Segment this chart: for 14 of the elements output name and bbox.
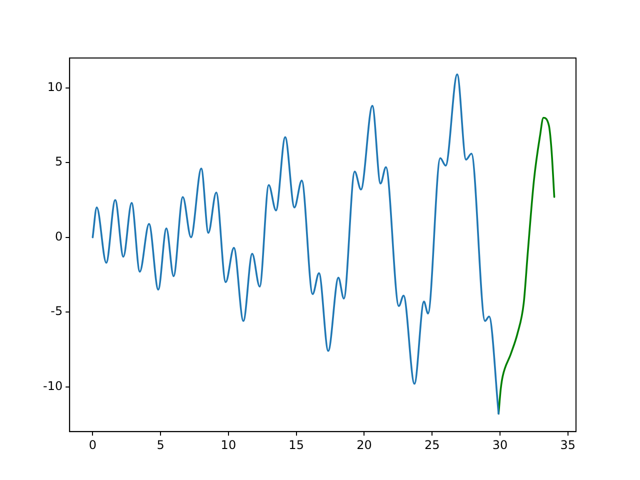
x-tick-label: 35 [560, 438, 576, 452]
y-tick-label: 0 [54, 229, 63, 244]
x-tick-label: 15 [288, 438, 304, 452]
y-tick-label: -5 [50, 304, 63, 318]
y-tick-label: 10 [47, 80, 63, 94]
x-tick-label: 25 [424, 438, 440, 452]
x-tick-label: 10 [220, 438, 236, 452]
x-tick-label: 5 [156, 438, 164, 452]
line-series [92, 74, 500, 415]
x-tick-label: 0 [88, 438, 96, 452]
y-tick-label: 5 [54, 154, 63, 169]
x-tick-label: 20 [356, 438, 372, 452]
x-tick-label: 30 [492, 438, 508, 452]
y-tick-label: -10 [42, 378, 63, 393]
